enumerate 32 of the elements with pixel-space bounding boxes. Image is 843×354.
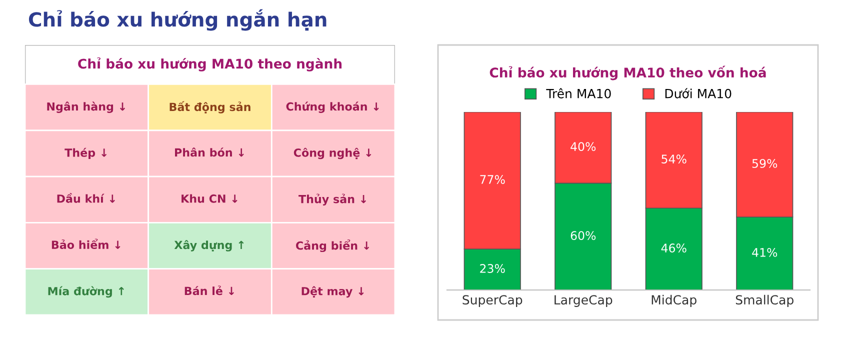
data-label: 54%: [662, 154, 686, 164]
category-label: Thủy sản ↓: [298, 194, 366, 206]
data-label: 40%: [570, 142, 596, 152]
category-label: Xây dựng ↑: [174, 240, 244, 252]
category-label: Bảo hiểm ↓: [52, 238, 120, 249]
category-label: Cảng biển ↓: [296, 239, 370, 252]
text: Chỉ báo xu hướng MA10 theo ngành: [78, 57, 342, 72]
x-tick-label: MidCap: [652, 294, 696, 307]
category-label: Mía đường ↑: [48, 286, 124, 298]
category-label: Chứng khoán ↓: [286, 102, 379, 113]
category-label: Thép ↓: [64, 148, 107, 160]
category-label: Bán lẻ ↓: [184, 286, 234, 296]
category-label: Khu CN ↓: [182, 194, 238, 203]
category-label: Ngân hàng ↓: [47, 102, 126, 113]
x-tick-label: SuperCap: [462, 295, 522, 307]
category-label: Phân bón ↓: [175, 148, 244, 157]
legend-label: Dưới MA10: [665, 88, 732, 98]
category-label: Dệt may ↓: [302, 286, 364, 298]
category-label: Công nghệ ↓: [294, 148, 372, 160]
data-label: 41%: [752, 248, 778, 257]
data-label: 23%: [480, 264, 505, 273]
data-label: 60%: [570, 231, 596, 240]
x-tick-label: LargeCap: [554, 295, 612, 307]
x-tick-label: SmallCap: [736, 294, 794, 307]
legend-label: Trên MA10: [546, 88, 611, 98]
data-label: 46%: [661, 244, 686, 252]
data-label: 77%: [480, 175, 505, 184]
category-label: Dầu khí ↓: [57, 192, 115, 203]
chart-title: Chỉ báo xu hướng MA10 theo vốn hoá: [490, 66, 766, 80]
category-label: Bất động sản: [170, 101, 250, 114]
data-label: 59%: [752, 159, 778, 168]
text: Chỉ báo xu hướng ngắn hạn: [28, 9, 326, 31]
